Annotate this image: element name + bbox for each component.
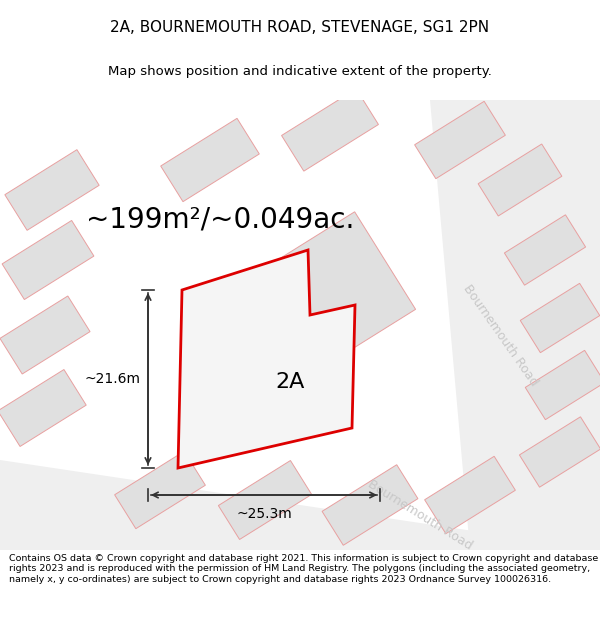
Polygon shape <box>430 100 600 550</box>
Polygon shape <box>0 460 600 550</box>
Text: Contains OS data © Crown copyright and database right 2021. This information is : Contains OS data © Crown copyright and d… <box>9 554 598 584</box>
Polygon shape <box>322 465 418 545</box>
Polygon shape <box>281 89 379 171</box>
Polygon shape <box>2 221 94 299</box>
Polygon shape <box>244 212 416 378</box>
Polygon shape <box>0 369 86 446</box>
Polygon shape <box>520 417 600 488</box>
Polygon shape <box>478 144 562 216</box>
Text: Bournemouth Road: Bournemouth Road <box>365 478 475 552</box>
Text: 2A, BOURNEMOUTH ROAD, STEVENAGE, SG1 2PN: 2A, BOURNEMOUTH ROAD, STEVENAGE, SG1 2PN <box>110 21 490 36</box>
Text: Bournemouth Road: Bournemouth Road <box>460 282 540 388</box>
Polygon shape <box>115 451 205 529</box>
Polygon shape <box>0 296 90 374</box>
Polygon shape <box>525 351 600 419</box>
Text: 2A: 2A <box>275 372 305 392</box>
Text: ~199m²/~0.049ac.: ~199m²/~0.049ac. <box>86 206 354 234</box>
Polygon shape <box>5 149 99 231</box>
Text: ~21.6m: ~21.6m <box>84 372 140 386</box>
Text: Map shows position and indicative extent of the property.: Map shows position and indicative extent… <box>108 66 492 79</box>
Text: ~25.3m: ~25.3m <box>236 507 292 521</box>
Polygon shape <box>505 215 586 285</box>
Polygon shape <box>415 101 505 179</box>
Polygon shape <box>218 461 311 539</box>
Polygon shape <box>425 456 515 534</box>
Polygon shape <box>520 283 600 352</box>
Polygon shape <box>161 118 259 202</box>
Polygon shape <box>178 250 355 468</box>
